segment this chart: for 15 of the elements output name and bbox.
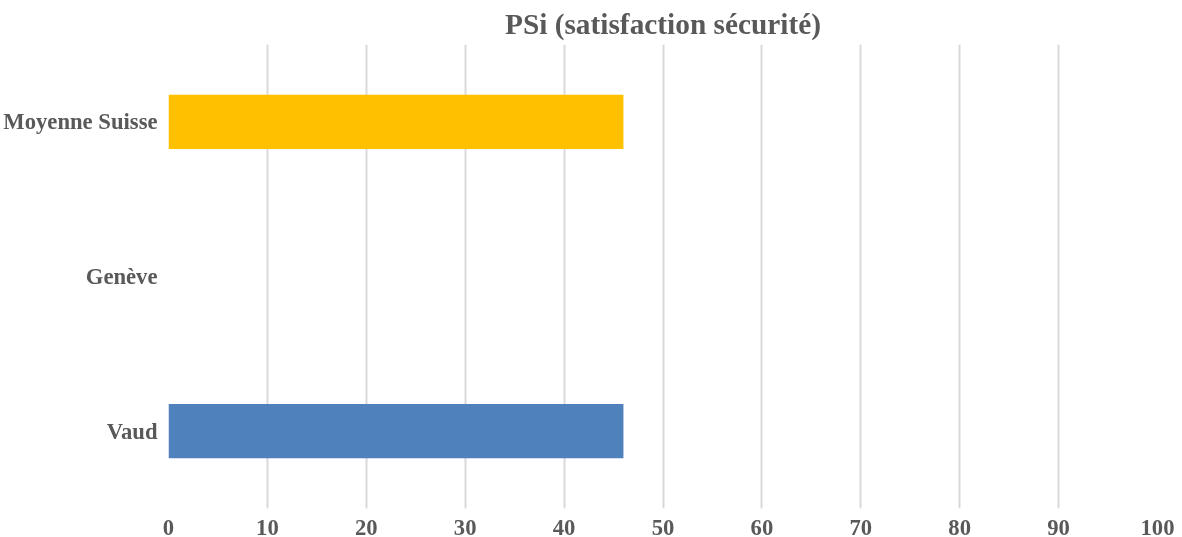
x-tick-label: 0 <box>162 514 175 537</box>
x-tick-label: 70 <box>849 514 873 537</box>
x-tick-label: 50 <box>651 514 675 537</box>
x-tick-label: 90 <box>1047 514 1070 537</box>
x-tick-label: 30 <box>453 514 477 537</box>
x-tick-label: 20 <box>354 514 378 537</box>
chart-title: PSi (satisfaction sécurité) <box>504 7 822 41</box>
x-tick-label: 40 <box>552 514 576 537</box>
x-tick-label: 80 <box>948 514 972 537</box>
y-tick-label: Moyenne Suisse <box>3 109 158 135</box>
y-tick-label: Vaud <box>106 418 158 444</box>
x-tick-label: 10 <box>256 514 279 537</box>
x-tick-label: 100 <box>1140 514 1175 537</box>
y-tick-label: Genève <box>85 264 158 289</box>
x-tick-label: 60 <box>750 514 774 537</box>
